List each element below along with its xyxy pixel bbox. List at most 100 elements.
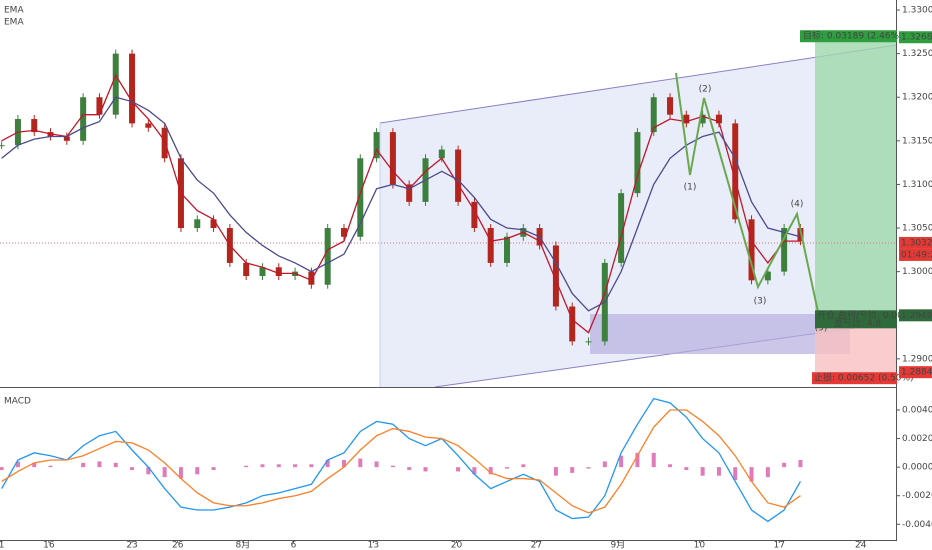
x-tick-label: 13 <box>368 541 379 550</box>
candle <box>699 114 706 124</box>
candle <box>406 184 413 202</box>
candle <box>667 97 674 115</box>
histogram-bar <box>195 467 200 475</box>
candle <box>389 132 396 185</box>
x-tick-label: 20 <box>451 541 463 550</box>
histogram-bar <box>374 461 379 468</box>
histogram-bar <box>407 467 412 470</box>
y-tick-label: 0.0040 <box>902 406 932 416</box>
y-tick-label: 1.30000 <box>902 267 932 277</box>
histogram-bar <box>521 464 526 468</box>
target-zone <box>815 37 897 316</box>
candle <box>96 97 103 115</box>
histogram-bar <box>211 467 216 470</box>
histogram-bar <box>733 467 738 480</box>
wave-label: (4) <box>791 200 804 210</box>
y-tick-label: -0.0020 <box>902 491 932 501</box>
histogram-bar <box>586 467 591 469</box>
price-tag <box>899 309 932 322</box>
candle <box>0 145 5 147</box>
candle <box>683 114 690 124</box>
histogram-bar <box>570 467 575 473</box>
x-tick-label: 10 <box>694 541 706 550</box>
candle <box>129 53 136 124</box>
legend-entry: EMA <box>4 6 24 16</box>
histogram-bar <box>244 465 249 468</box>
zone-box <box>590 314 850 354</box>
histogram-bar <box>782 462 787 468</box>
wave-line <box>675 72 819 313</box>
histogram-bar <box>260 464 265 468</box>
ema-line <box>1 96 801 312</box>
macd-line <box>1 397 802 523</box>
histogram-bar <box>635 452 640 468</box>
histogram-bar <box>716 467 721 476</box>
histogram-bar <box>358 458 363 468</box>
y-tick-label: 1.32500 <box>902 49 932 59</box>
x-tick-label: 26 <box>172 541 184 550</box>
candle <box>275 267 282 276</box>
channel-fill <box>380 45 897 387</box>
candle <box>308 271 315 285</box>
x-tick-label: 17 <box>774 541 785 550</box>
open-label-box <box>815 310 897 329</box>
candle <box>80 97 87 141</box>
candle <box>259 267 266 276</box>
price-tag <box>899 236 932 249</box>
price-tag <box>899 366 932 379</box>
candle <box>634 132 641 194</box>
y-tick-label: 0.0000 <box>902 463 932 473</box>
candle <box>650 97 657 133</box>
x-tick-label: 24 <box>855 541 867 550</box>
histogram-bar <box>309 464 314 468</box>
histogram-bar <box>293 464 298 468</box>
histogram-bar <box>668 464 673 468</box>
histogram-bar <box>162 467 167 478</box>
candle <box>210 219 217 229</box>
histogram-bar <box>619 455 624 468</box>
candle <box>194 219 201 229</box>
candle <box>487 228 494 263</box>
x-tick-label: 16 <box>43 541 55 550</box>
y-tick-label: 1.29000 <box>902 354 932 364</box>
histogram-bar <box>146 467 151 475</box>
histogram-bar <box>423 467 428 472</box>
histogram-bar <box>32 462 37 468</box>
histogram-bar <box>472 467 477 475</box>
candle <box>471 201 478 229</box>
countdown: 01:49:21 <box>901 250 932 260</box>
candle <box>145 123 152 128</box>
price-tag <box>899 31 932 44</box>
price-tag-label: 1.30329 <box>901 238 932 248</box>
histogram-bar <box>700 467 705 476</box>
candle <box>112 53 119 115</box>
histogram-bar <box>130 467 135 470</box>
candle <box>715 114 722 124</box>
price-tag-label: 1.32688 <box>901 33 932 43</box>
histogram-bar <box>651 452 656 468</box>
stop-label-box <box>812 372 897 385</box>
y-tick-label: -0.0040 <box>902 520 932 530</box>
candle <box>552 245 559 307</box>
wave-label: (5) <box>815 324 828 334</box>
histogram-bar <box>97 461 102 468</box>
ema-line <box>1 74 801 334</box>
stop-label: 止损: 0.00652 (0.50%) <box>814 372 914 384</box>
plot <box>0 49 804 523</box>
candle <box>504 236 511 263</box>
macd-line <box>1 409 801 514</box>
histogram-bar <box>765 467 770 478</box>
candle <box>585 341 592 343</box>
histogram-bar <box>48 465 53 468</box>
y-tick-label: 1.33000 <box>902 6 932 16</box>
x-tick-label: 1 <box>0 541 4 550</box>
labels: EMA EMA 1.33000 1.32500 1.32000 1.31500 1.3100… <box>0 6 932 550</box>
ratio-label: 盈亏比: 4.8 <box>834 317 881 329</box>
histogram-bar <box>341 460 346 468</box>
y-tick-label: 0.0020 <box>902 434 932 444</box>
candle <box>243 262 250 276</box>
candle <box>618 193 625 263</box>
x-tick-label: 6 <box>291 541 297 550</box>
